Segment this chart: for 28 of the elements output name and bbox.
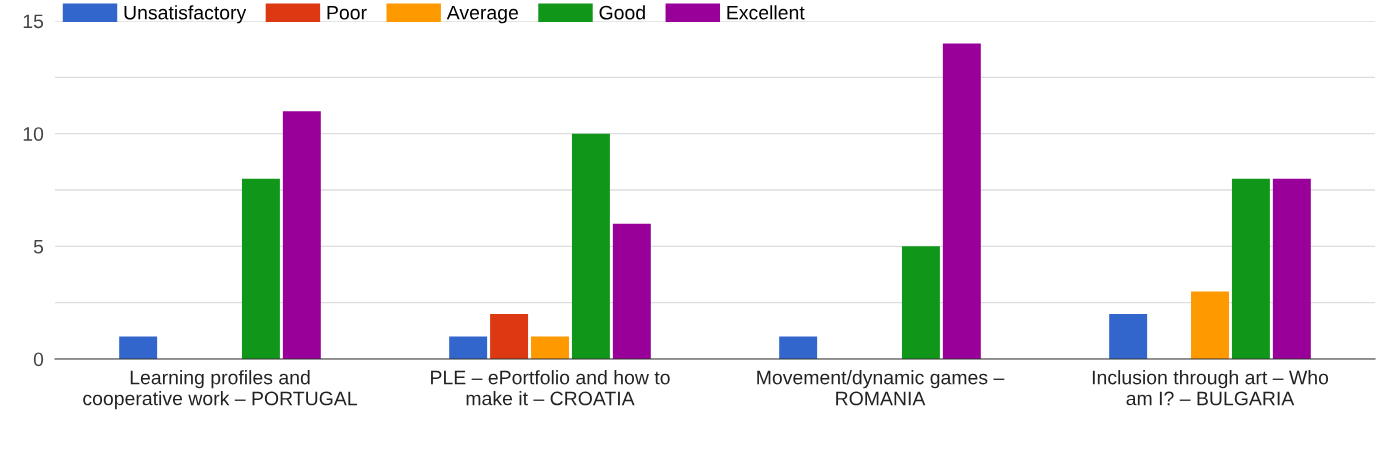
bar xyxy=(1109,313,1148,359)
x-tick-label: Movement/dynamic games – ROMANIA xyxy=(757,370,1005,406)
bar xyxy=(1191,291,1229,359)
bar xyxy=(779,336,818,359)
legend-label: Average xyxy=(446,5,518,24)
bar xyxy=(942,43,981,359)
x-tick-label: PLE – ePortfolio and how to make it – CROATIA xyxy=(431,370,670,406)
bar xyxy=(1272,178,1311,359)
bar xyxy=(612,223,651,359)
bar xyxy=(449,336,488,359)
x-tick-label: Inclusion through art – Who am I? – BULGARIA xyxy=(1092,370,1329,406)
legend-label: Excellent xyxy=(727,5,805,20)
bar xyxy=(901,246,940,359)
bar xyxy=(282,111,321,359)
x-tick-label: Learning profiles and cooperative work – PORTUGAL xyxy=(83,370,357,410)
legend-label: Good xyxy=(599,5,645,20)
y-tick-label: 15 xyxy=(23,14,44,29)
bar xyxy=(1231,178,1270,359)
bar xyxy=(490,313,529,359)
bar xyxy=(571,133,610,359)
legend-label: Unsatisfactory xyxy=(124,5,247,24)
bar xyxy=(119,336,158,359)
bar xyxy=(241,178,280,359)
y-tick-label: 5 xyxy=(33,240,44,254)
bar xyxy=(531,336,569,359)
legend-label: Poor xyxy=(327,5,367,20)
y-tick-label: 10 xyxy=(23,127,44,141)
y-tick-label: 0 xyxy=(33,352,44,367)
